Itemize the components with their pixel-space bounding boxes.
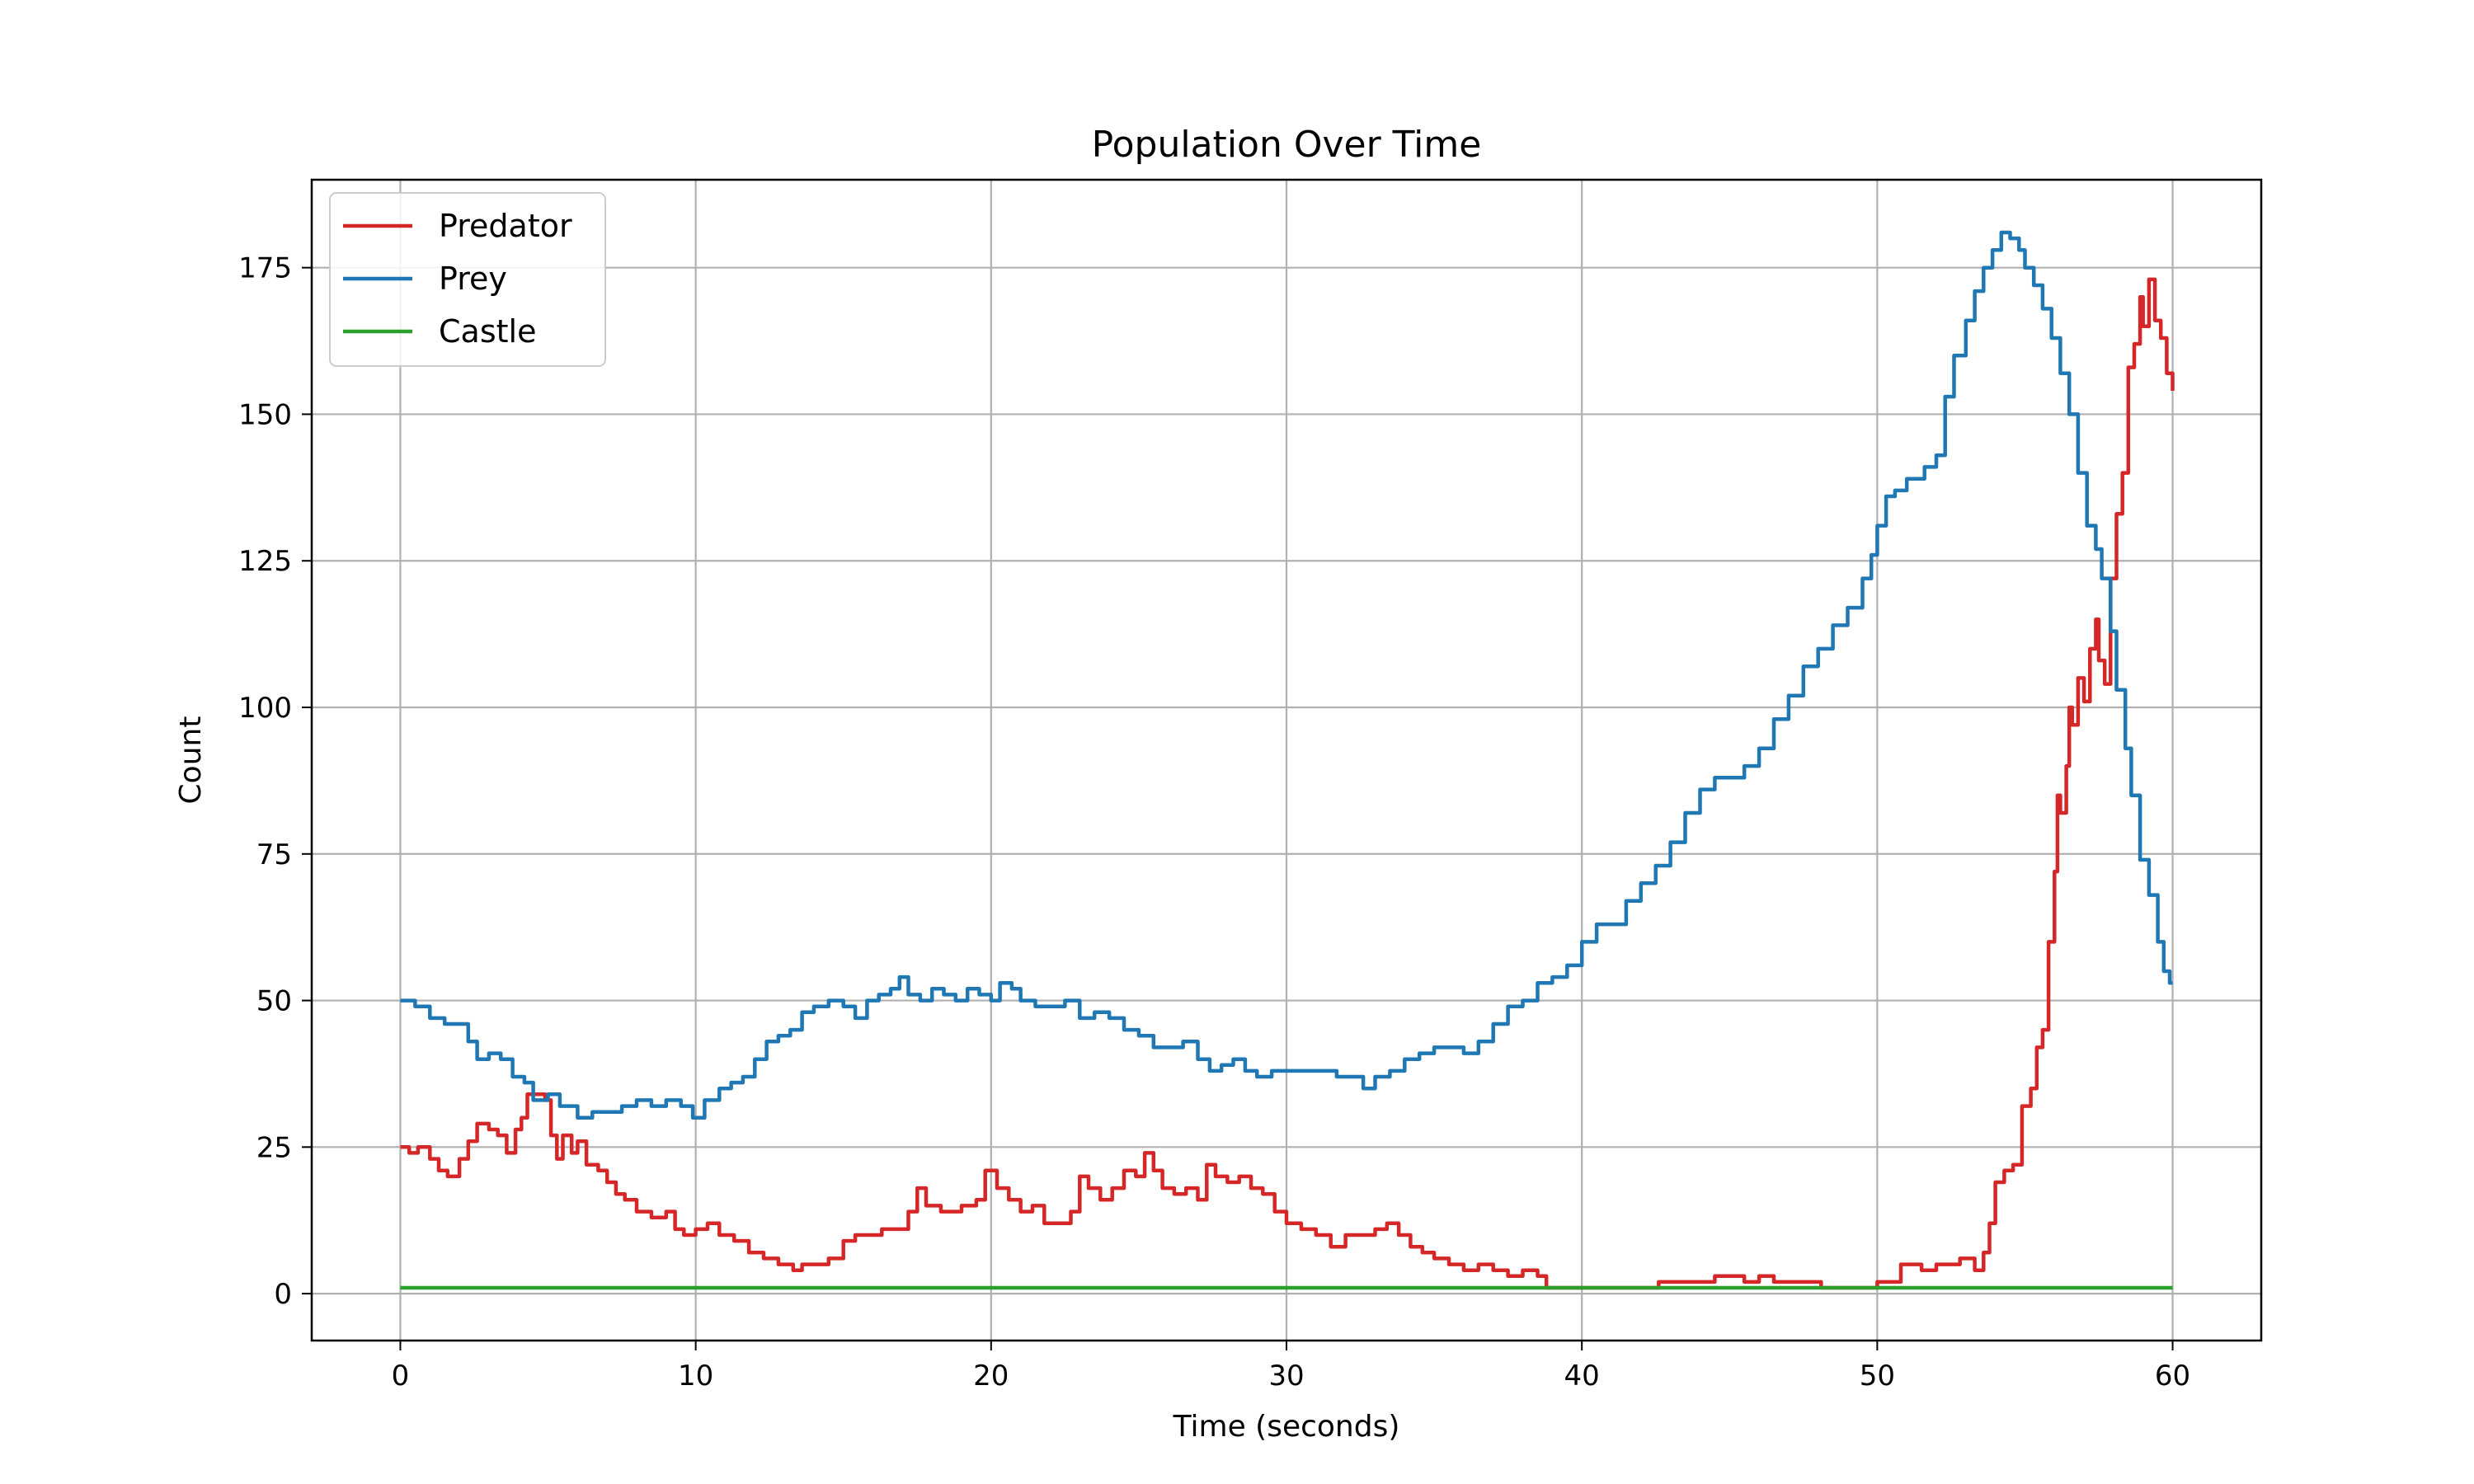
legend-label-predator: Predator (439, 208, 572, 244)
grid (312, 180, 2261, 1341)
chart-title: Population Over Time (1092, 124, 1482, 166)
y-tick-label: 50 (256, 985, 292, 1018)
x-tick-label: 10 (678, 1360, 713, 1392)
legend-label-prey: Prey (439, 261, 507, 297)
y-tick-label: 25 (256, 1131, 292, 1164)
series-line-predator (400, 277, 2175, 1290)
x-axis-label: Time (seconds) (1173, 1410, 1400, 1444)
series-line-prey (400, 230, 2173, 1120)
ticks: 0 10 20 30 40 50 60 0 25 50 75 100 125 150 175 (238, 252, 2190, 1392)
y-tick-label: 175 (238, 252, 292, 285)
y-tick-label: 100 (238, 692, 292, 725)
x-tick-label: 30 (1268, 1360, 1304, 1392)
x-tick-label: 50 (1860, 1360, 1895, 1392)
y-tick-label: 75 (256, 838, 292, 871)
legend-box (329, 192, 606, 367)
legend-label-castle: Castle (439, 313, 536, 350)
y-axis-label: Count (174, 716, 208, 805)
legend: Predator Prey Castle (329, 192, 606, 367)
x-tick-label: 40 (1564, 1360, 1600, 1392)
series-layer (400, 230, 2175, 1290)
x-tick-label: 20 (973, 1360, 1009, 1392)
y-tick-label: 125 (238, 545, 292, 578)
y-tick-label: 150 (238, 398, 292, 431)
x-tick-label: 0 (392, 1360, 410, 1392)
y-tick-label: 0 (274, 1278, 292, 1311)
x-tick-label: 60 (2155, 1360, 2190, 1392)
